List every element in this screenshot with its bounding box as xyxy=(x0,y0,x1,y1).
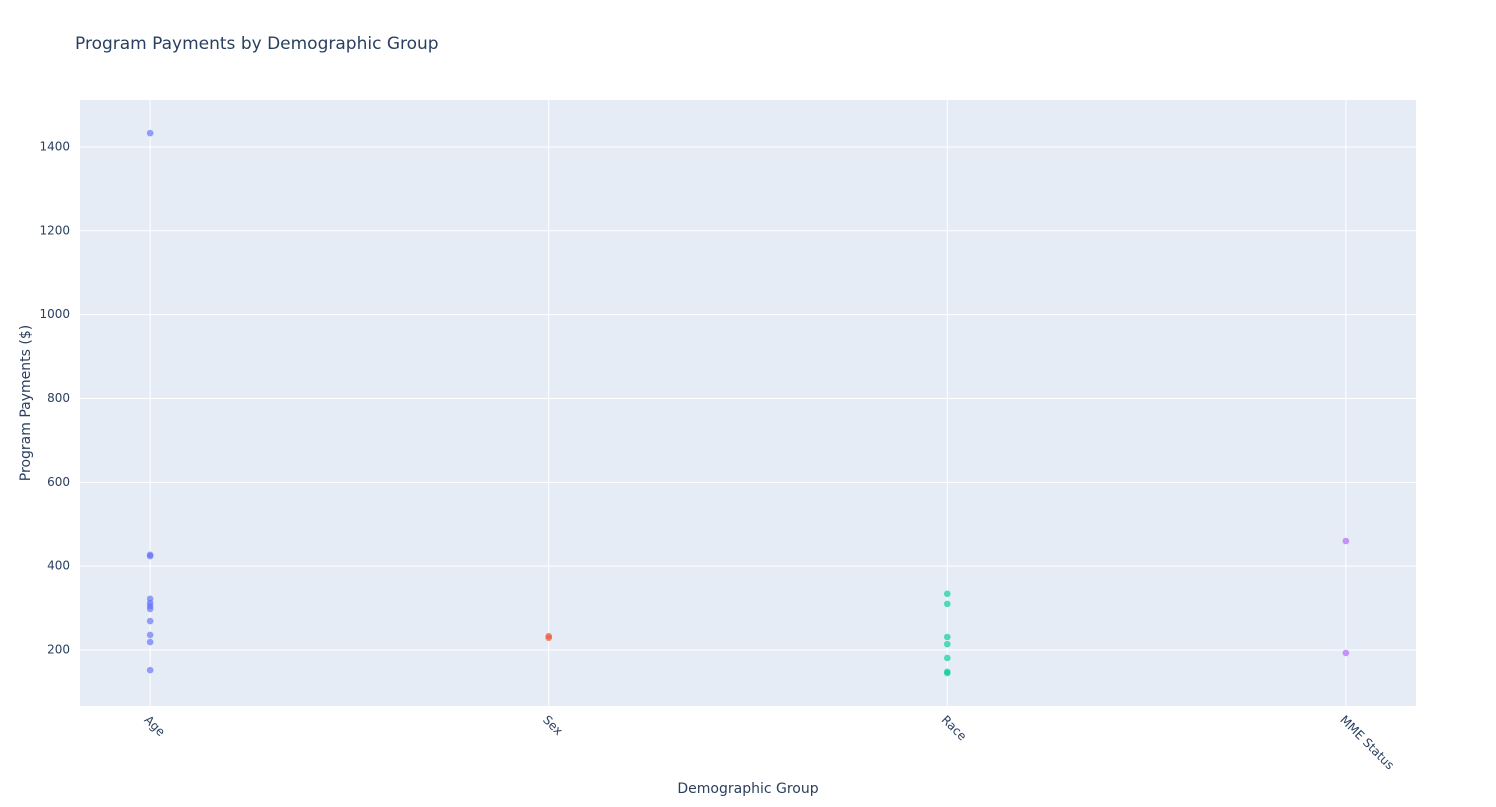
y-tick-label: 1000 xyxy=(39,307,70,321)
point xyxy=(943,654,951,662)
x-tick-label: Race xyxy=(939,713,970,744)
y-tick-label: 400 xyxy=(47,559,70,573)
x-axis-title: Demographic Group xyxy=(677,781,818,797)
x-tick-label: Sex xyxy=(540,713,565,738)
y-axis-title: Program Payments ($) xyxy=(18,325,34,481)
point xyxy=(146,666,154,674)
point xyxy=(146,638,154,646)
point xyxy=(146,129,154,137)
marks xyxy=(146,129,1350,677)
point xyxy=(146,552,154,560)
point xyxy=(1342,537,1350,545)
y-tick-label: 600 xyxy=(47,475,70,489)
point xyxy=(146,631,154,639)
plot-area xyxy=(80,100,1416,706)
point xyxy=(943,640,951,648)
point xyxy=(545,634,553,642)
point xyxy=(146,617,154,625)
y-tick-label: 800 xyxy=(47,391,70,405)
point xyxy=(943,600,951,608)
point xyxy=(943,590,951,598)
point xyxy=(943,669,951,677)
y-tick-label: 200 xyxy=(47,642,70,656)
point xyxy=(943,633,951,641)
y-tick-label: 1200 xyxy=(39,223,70,237)
y-tick-label: 1400 xyxy=(39,139,70,153)
x-tick-label: MME Status xyxy=(1337,713,1397,773)
x-tick-label: Age xyxy=(142,713,168,739)
grid xyxy=(80,100,1416,706)
chart-title: Program Payments by Demographic Group xyxy=(75,34,439,54)
point xyxy=(1342,649,1350,657)
point xyxy=(146,605,154,613)
